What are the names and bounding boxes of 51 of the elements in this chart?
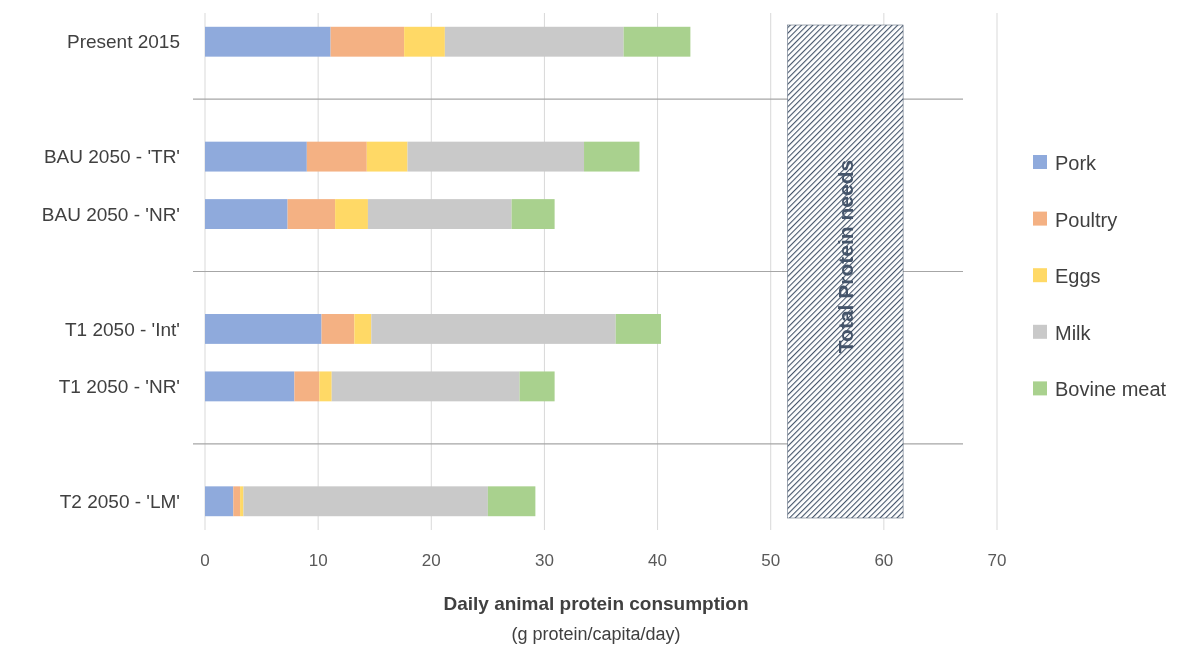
x-axis-title: Daily animal protein consumption <box>443 593 749 614</box>
legend-label: Milk <box>1055 321 1092 344</box>
bar <box>205 486 234 517</box>
y-tick-label: T2 2050 - 'LM' <box>59 490 180 512</box>
bar <box>404 26 445 57</box>
y-tick-label: BAU 2050 - 'NR' <box>41 203 180 225</box>
bar <box>623 26 691 57</box>
bar <box>354 314 372 344</box>
bar <box>511 199 555 229</box>
legend-label: Eggs <box>1055 265 1101 288</box>
bar <box>205 26 331 57</box>
bar <box>330 26 405 57</box>
bar <box>321 314 355 344</box>
x-tick-label: 40 <box>648 551 668 570</box>
bar <box>205 314 322 344</box>
band-label: Total Protein needs <box>834 159 858 354</box>
x-tick-label: 30 <box>534 551 554 570</box>
text: (g protein/capita/day) <box>511 624 681 644</box>
bar <box>487 486 536 517</box>
x-tick-label: 10 <box>308 551 328 570</box>
x-tick-label: 20 <box>421 551 441 570</box>
bar <box>233 486 241 517</box>
y-tick-label: T1 2050 - 'NR' <box>58 376 180 398</box>
bar <box>287 199 336 229</box>
bar <box>584 141 640 172</box>
bar <box>205 141 307 172</box>
bar <box>319 371 332 402</box>
x-tick-label: 0 <box>200 551 210 570</box>
bar <box>519 371 555 402</box>
bar <box>294 371 320 402</box>
bar <box>306 141 367 172</box>
bar <box>243 486 488 517</box>
bar <box>335 199 368 229</box>
y-tick-label: T1 2050 - 'Int' <box>65 318 180 340</box>
x-tick-label: 70 <box>987 551 1007 570</box>
bar <box>371 314 616 344</box>
bar <box>444 26 624 57</box>
legend-label: Bovine meat <box>1055 378 1167 401</box>
x-tick-label: 50 <box>761 551 781 570</box>
bar <box>205 199 288 229</box>
x-tick-label: 60 <box>874 551 894 570</box>
y-tick-label: BAU 2050 - 'TR' <box>43 146 180 168</box>
bar <box>367 199 512 229</box>
bar <box>407 141 585 172</box>
legend-label: Poultry <box>1055 208 1118 231</box>
bar <box>331 371 520 402</box>
bar <box>205 371 295 402</box>
y-tick-label: Present 2015 <box>66 31 180 53</box>
bar <box>366 141 408 172</box>
legend-label: Pork <box>1055 152 1098 174</box>
bar <box>615 314 661 344</box>
